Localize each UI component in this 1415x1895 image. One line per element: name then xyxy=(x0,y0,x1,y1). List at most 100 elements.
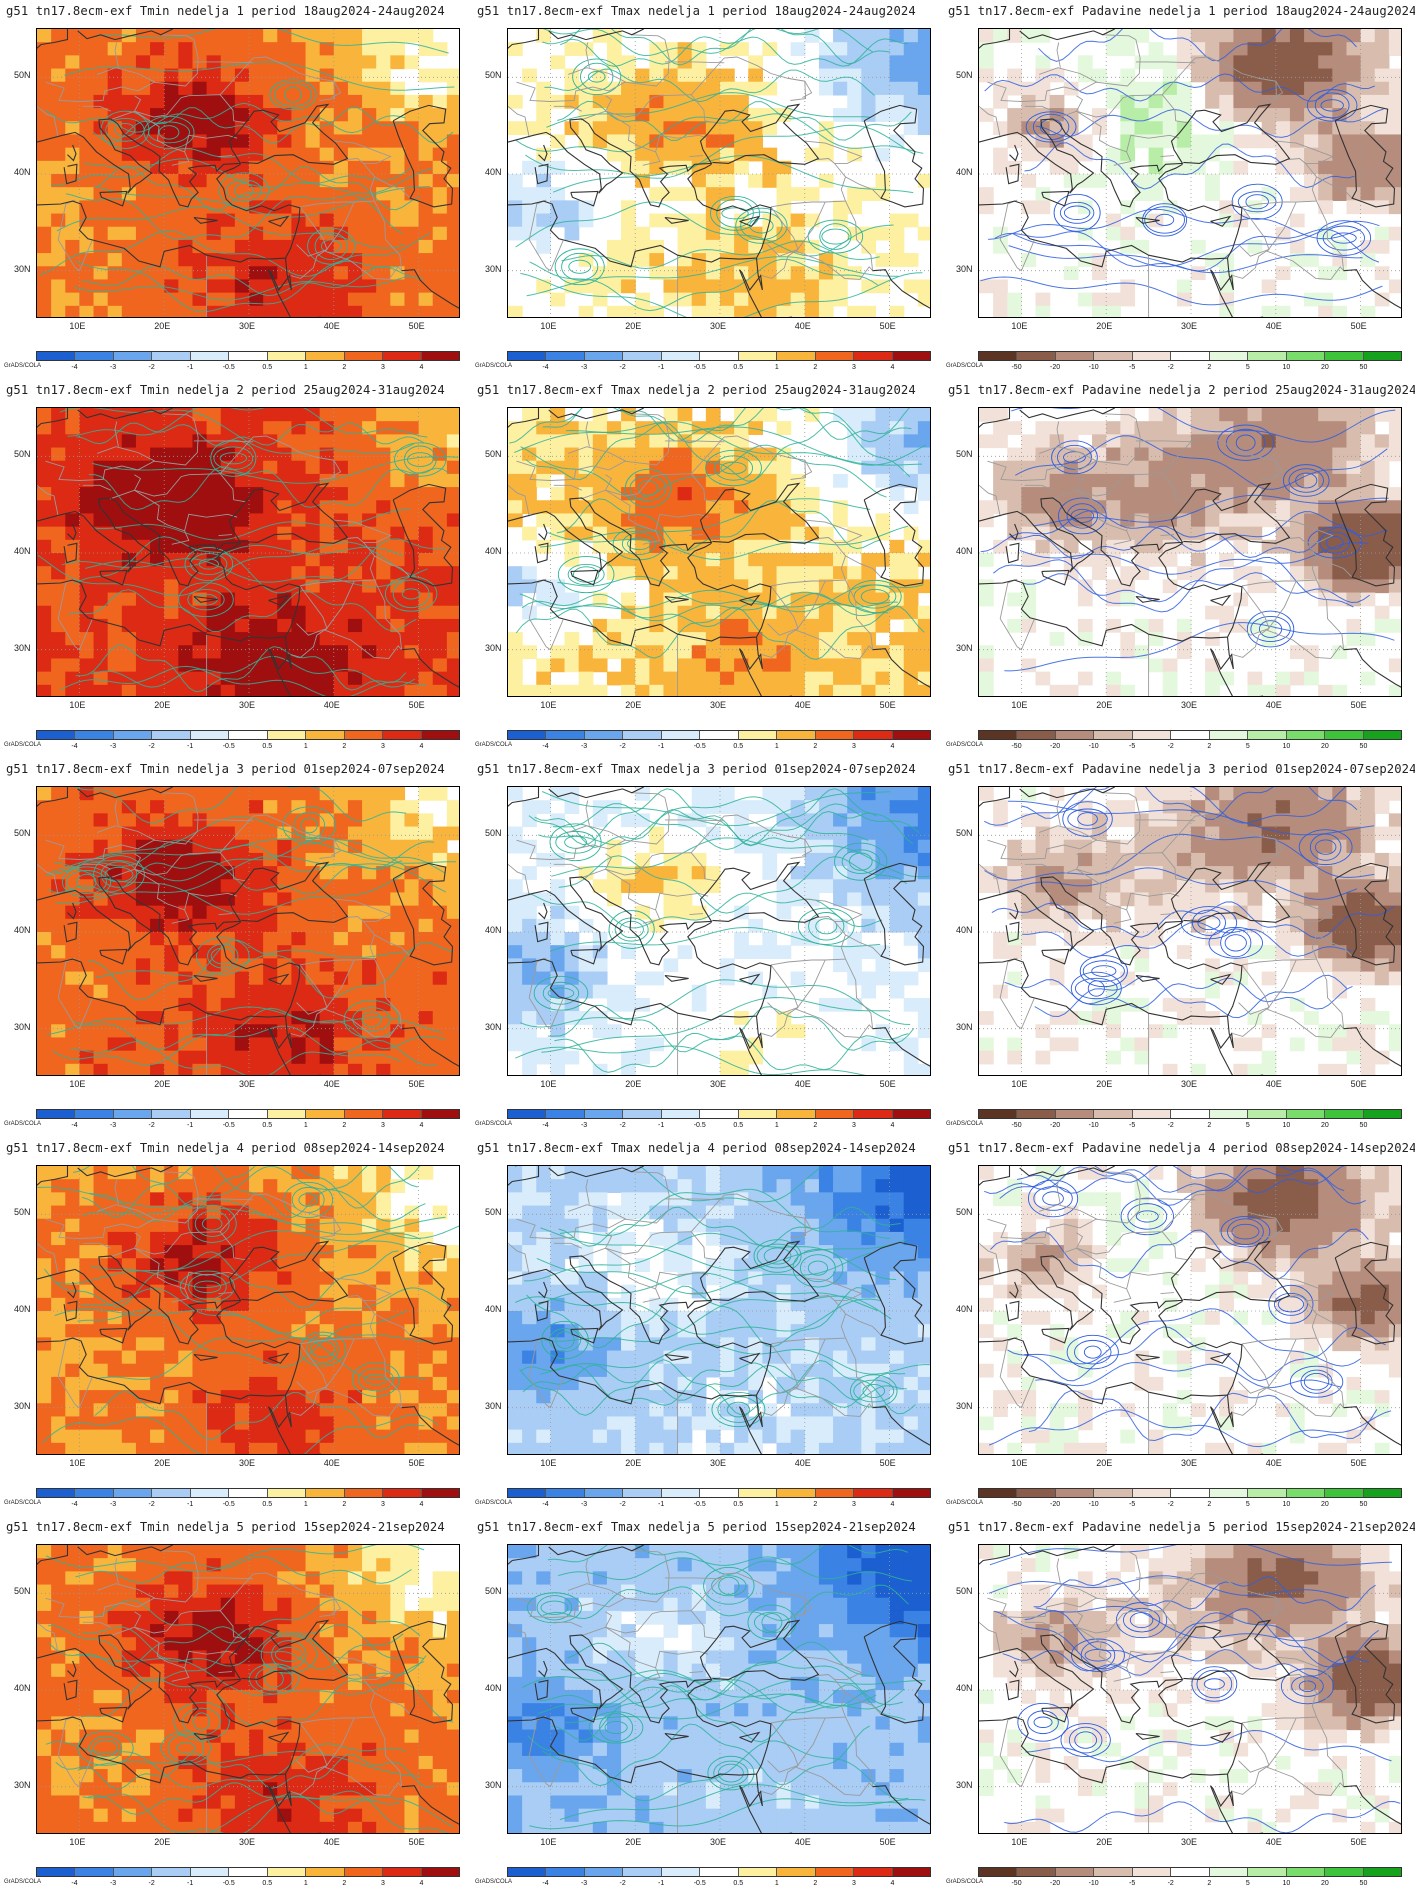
anomaly-cell xyxy=(263,68,278,83)
anomaly-cell xyxy=(135,997,151,1012)
anomaly-cell xyxy=(635,447,650,462)
anomaly-cell xyxy=(1007,421,1022,435)
anomaly-cell xyxy=(1289,460,1305,475)
anomaly-cell xyxy=(818,684,834,696)
anomaly-cell xyxy=(418,500,434,515)
anomaly-cell xyxy=(592,539,608,554)
anomaly-cell xyxy=(1332,29,1348,43)
anomaly-cell xyxy=(347,1050,363,1065)
anomaly-cell xyxy=(790,266,806,281)
anomaly-cell xyxy=(578,645,594,660)
anomaly-cell xyxy=(621,200,636,215)
anomaly-cell xyxy=(277,813,292,828)
anomaly-cell xyxy=(65,553,80,567)
anomaly-cell xyxy=(917,932,930,946)
anomaly-cell xyxy=(1176,94,1192,109)
anomaly-cell xyxy=(418,1024,434,1039)
anomaly-cell xyxy=(432,108,448,122)
anomaly-cell xyxy=(1247,513,1263,528)
anomaly-cell xyxy=(333,605,349,620)
coastline xyxy=(1209,648,1233,696)
latitude-label: 40N xyxy=(485,546,502,556)
anomaly-cell xyxy=(550,526,566,541)
anomaly-cell xyxy=(333,945,349,959)
colorbar-swatch xyxy=(37,1110,76,1118)
anomaly-cell xyxy=(1205,68,1220,83)
anomaly-cell xyxy=(418,305,434,317)
anomaly-cell xyxy=(333,684,349,696)
anomaly-cell xyxy=(65,487,80,501)
colorbar-tick-label: 4 xyxy=(419,743,424,750)
colorbar-swatch xyxy=(229,352,268,360)
anomaly-cell xyxy=(748,279,763,294)
anomaly-cell xyxy=(1388,279,1401,294)
anomaly-cell xyxy=(1035,108,1051,122)
anomaly-cell xyxy=(418,866,434,880)
anomaly-cell xyxy=(249,566,264,580)
anomaly-cell xyxy=(762,408,778,422)
anomaly-cell xyxy=(1021,434,1037,449)
anomaly-cell xyxy=(206,81,222,96)
colorbar-swatch xyxy=(1171,731,1210,739)
colorbar-tick-label: -0.5 xyxy=(693,364,706,371)
anomaly-cell xyxy=(107,160,123,175)
anomaly-cell xyxy=(917,645,930,660)
country-border xyxy=(324,959,402,1038)
anomaly-cell xyxy=(1360,539,1376,554)
anomaly-cell xyxy=(263,239,278,254)
anomaly-cell xyxy=(1063,684,1079,696)
country-border xyxy=(114,42,119,68)
anomaly-cell xyxy=(818,134,834,149)
anomaly-cell xyxy=(277,121,292,136)
colorbar-swatch xyxy=(854,731,893,739)
anomaly-cell xyxy=(418,266,434,281)
anomaly-cell xyxy=(705,684,721,696)
contour-loop xyxy=(300,817,318,834)
anomaly-cell xyxy=(522,866,537,880)
anomaly-cell xyxy=(164,55,179,70)
anomaly-cell xyxy=(1360,253,1376,267)
colorbar-swatch xyxy=(1094,731,1133,739)
anomaly-cell xyxy=(606,55,622,70)
anomaly-cell xyxy=(734,42,749,56)
anomaly-cell xyxy=(1360,68,1376,83)
colorbar-swatch xyxy=(229,731,268,739)
anomaly-cell xyxy=(889,55,905,70)
anomaly-cell xyxy=(677,408,693,422)
longitude-label: 10E xyxy=(1011,321,1028,331)
anomaly-cell xyxy=(390,42,406,56)
anomaly-cell xyxy=(677,684,693,696)
anomaly-cell xyxy=(1106,305,1121,317)
colorbar-tick-label: -2 xyxy=(148,364,155,371)
anomaly-cell xyxy=(249,266,264,281)
anomaly-cell xyxy=(606,434,622,449)
anomaly-cell xyxy=(51,1011,66,1025)
anomaly-cell xyxy=(263,918,278,933)
anomaly-cell xyxy=(432,1024,448,1039)
anomaly-cell xyxy=(635,1037,650,1052)
anomaly-cell xyxy=(663,81,679,96)
anomaly-cell xyxy=(150,500,165,515)
anomaly-cell xyxy=(776,1024,792,1039)
country-border xyxy=(655,134,709,152)
anomaly-cell xyxy=(150,605,165,620)
country-border xyxy=(528,578,564,651)
anomaly-cell xyxy=(234,42,250,56)
coastline xyxy=(863,862,925,966)
anomaly-cell xyxy=(37,1011,52,1025)
anomaly-cell xyxy=(390,473,406,488)
anomaly-cell xyxy=(522,408,537,422)
anomaly-cell xyxy=(376,108,391,122)
country-border xyxy=(1024,484,1053,491)
coastline xyxy=(508,921,772,1026)
anomaly-cell xyxy=(621,879,636,894)
anomaly-cell xyxy=(263,500,278,515)
map-title: g51 tn17.8ecm-exf Padavine nedelja 2 per… xyxy=(948,383,1415,397)
latitude-label: 50N xyxy=(14,828,31,839)
anomaly-cell xyxy=(818,839,834,854)
contour-line xyxy=(520,444,887,500)
anomaly-cell xyxy=(234,826,250,841)
anomaly-cell xyxy=(1092,487,1107,501)
anomaly-cell xyxy=(432,487,448,501)
anomaly-cell xyxy=(362,94,377,109)
